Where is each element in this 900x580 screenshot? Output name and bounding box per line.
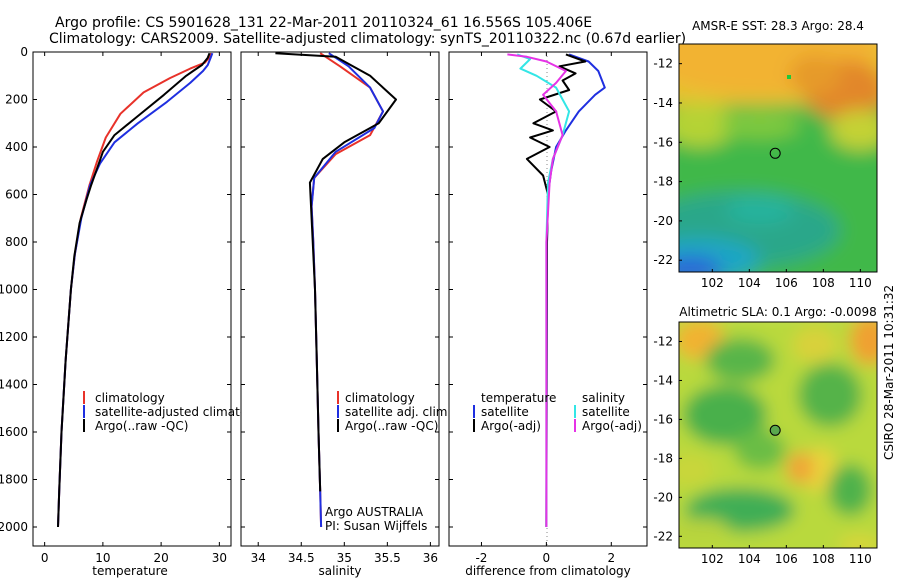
y-tick-label: 1800 (0, 473, 28, 487)
legend-label-sal-argo: Argo(-adj) (582, 419, 642, 433)
sla-field (679, 322, 877, 548)
legend-label-temp-satellite: satellite (481, 405, 529, 419)
annotation-argo-australia: Argo AUSTRALIA (325, 505, 424, 519)
x-tick-label: 110 (849, 276, 872, 290)
y-tick-label: 1600 (0, 425, 28, 439)
y-tick-label: 800 (5, 235, 28, 249)
y-tick-label: -22 (653, 529, 673, 543)
sla-map-panel: Altimetric SLA: 0.1 Argo: -0.0098 (653, 305, 878, 566)
y-tick-label: 0 (20, 45, 28, 59)
annotation-pi-name: PI: Susan Wijffels (325, 519, 427, 533)
legend-label-temp-argo: Argo(-adj) (481, 419, 541, 433)
figure-title-line-1: Argo profile: CS 5901628_131 22-Mar-2011… (55, 15, 592, 31)
series-line-satellite (516, 53, 571, 527)
salinity-legend: climatology satellite adj. clim. Argo(..… (337, 391, 451, 433)
legend-label-satellite: satellite adj. clim. (345, 405, 451, 419)
x-tick-label: 0 (41, 551, 49, 565)
y-tick-label: 1200 (0, 330, 28, 344)
x-tick-label: 110 (849, 552, 872, 566)
x-tick-label: 0 (543, 551, 551, 565)
y-tick-label: -22 (653, 253, 673, 267)
sla-map-frame (678, 321, 878, 549)
y-tick-label: -18 (653, 451, 673, 465)
x-tick-label: 10 (95, 551, 110, 565)
legend-label-climatology: climatology (345, 391, 415, 405)
y-tick-label: -16 (653, 135, 673, 149)
legend-label-argo: Argo(..raw -QC) (345, 419, 438, 433)
x-tick-label: 36 (423, 551, 438, 565)
difference-xlabel: difference from climatology (465, 564, 631, 578)
legend-heading-salinity: salinity (582, 391, 625, 405)
x-tick-label: 108 (812, 552, 835, 566)
salinity-panel: 34 34.5 35 35.5 36 salinity climatology sate… (240, 51, 451, 578)
difference-axes-box (448, 51, 648, 547)
legend-label-argo: Argo(..raw -QC) (95, 419, 188, 433)
x-tick-label: 35 (337, 551, 352, 565)
difference-panel: -2 0 2 difference from climatology tempera… (448, 51, 648, 578)
sst-map-title: AMSR-E SST: 28.3 Argo: 28.4 (692, 19, 864, 33)
y-tick-label: 1400 (0, 378, 28, 392)
x-tick-label: 104 (738, 552, 761, 566)
x-tick-label: 30 (212, 551, 227, 565)
y-tick-label: 600 (5, 188, 28, 202)
y-tick-label: 200 (5, 93, 28, 107)
x-tick-label: 102 (701, 552, 724, 566)
x-tick-label: 108 (812, 276, 835, 290)
temperature-xlabel: temperature (92, 564, 167, 578)
y-tick-label: -18 (653, 175, 673, 189)
y-tick-label: -20 (653, 214, 673, 228)
y-tick-label: -12 (653, 334, 673, 348)
temperature-panel: 0 10 20 30 0 200 400 600 800 1000 1200 1400 1600 1800… (0, 45, 273, 578)
x-tick-label: 34 (251, 551, 266, 565)
argo-location-marker (769, 424, 781, 436)
temperature-legend: climatology satellite-adjusted climatolo… (83, 391, 273, 433)
x-tick-label: 20 (153, 551, 168, 565)
x-tick-label: 34.5 (288, 551, 315, 565)
x-tick-label: 106 (775, 276, 798, 290)
sla-map-title: Altimetric SLA: 0.1 Argo: -0.0098 (679, 305, 876, 319)
series-line-argo-raw-qc (275, 52, 397, 492)
legend-label-sal-satellite: satellite (582, 405, 630, 419)
legend-label-climatology: climatology (95, 391, 165, 405)
sst-map-panel: AMSR-E SST: 28.3 Argo: 28.4 102 104 106 108… (653, 19, 878, 290)
y-tick-label: -14 (653, 96, 673, 110)
argo-location-marker (769, 147, 781, 159)
y-tick-label: -14 (653, 373, 673, 387)
y-tick-label: 400 (5, 140, 28, 154)
x-tick-label: 102 (701, 276, 724, 290)
series-line-argo-adj (525, 53, 587, 528)
y-tick-label: -16 (653, 412, 673, 426)
figure-title-line-2: Climatology: CARS2009. Satellite-adjuste… (49, 31, 686, 47)
y-tick-label: -12 (653, 57, 673, 71)
x-tick-label: 104 (738, 276, 761, 290)
salinity-xlabel: salinity (318, 564, 361, 578)
x-tick-label: 35.5 (374, 551, 401, 565)
sst-map-frame (678, 43, 878, 273)
x-tick-label: 106 (775, 552, 798, 566)
side-credit-label: CSIRO 28-Mar-2011 10:31:32 (882, 285, 896, 460)
y-tick-label: 2000 (0, 520, 28, 534)
series-line-argo-adj (507, 53, 567, 527)
sst-hotspot-marker (787, 75, 791, 79)
legend-label-satellite: satellite-adjusted climatology (95, 405, 273, 419)
salinity-axes-box (240, 51, 440, 547)
difference-legend: temperature satellite Argo(-adj) salinit… (473, 391, 642, 433)
x-tick-label: -2 (475, 551, 487, 565)
y-tick-label: -20 (653, 490, 673, 504)
y-tick-label: 1000 (0, 283, 28, 297)
series-line-argo-raw-qc (57, 52, 211, 528)
temperature-axes-box (32, 51, 232, 547)
legend-heading-temperature: temperature (481, 391, 556, 405)
x-tick-label: 2 (607, 551, 615, 565)
